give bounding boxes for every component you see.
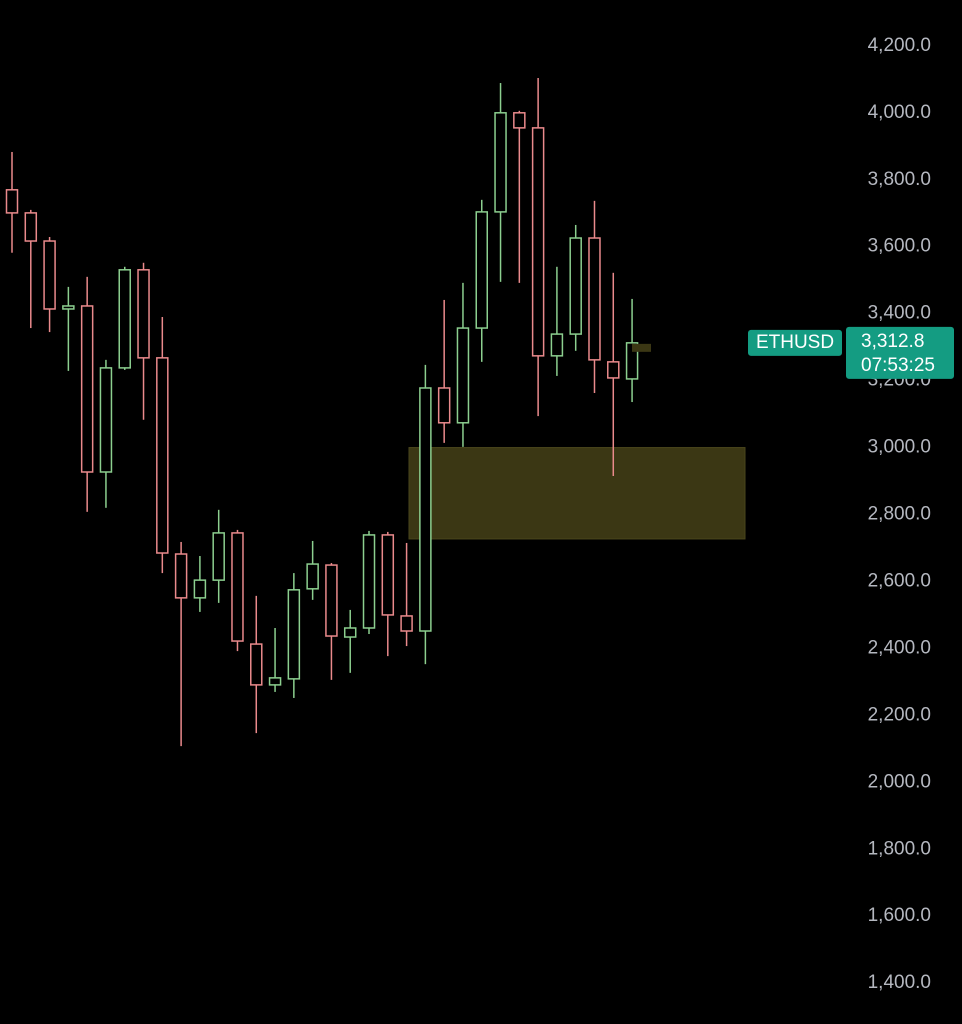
candle-body — [588, 237, 601, 361]
candle-body — [43, 240, 56, 310]
y-tick-label: 2,200.0 — [868, 704, 931, 725]
candle-body — [625, 342, 639, 380]
candle-body — [494, 112, 507, 213]
candle-body — [156, 357, 169, 554]
candle-body — [174, 553, 188, 599]
candle-body — [137, 269, 150, 359]
candle-body — [268, 677, 282, 686]
last-price: 3,312.8 — [861, 331, 924, 352]
y-tick-label: 1,800.0 — [868, 838, 931, 859]
candle-body — [550, 333, 564, 357]
y-tick-label: 2,600.0 — [868, 570, 931, 591]
zone — [408, 447, 746, 540]
y-tick-label: 3,000.0 — [868, 437, 931, 458]
candle-body — [419, 387, 432, 632]
candle-body — [5, 189, 19, 214]
candle-body — [513, 112, 526, 129]
candle-body — [325, 564, 338, 637]
y-tick-label: 3,400.0 — [868, 303, 931, 324]
price-box — [846, 326, 954, 379]
candle-body — [24, 212, 38, 242]
y-tick-label: 3,800.0 — [868, 169, 931, 190]
candle-body — [306, 563, 319, 590]
candle-body — [400, 615, 413, 632]
candle-body — [343, 627, 357, 638]
candle-body — [475, 211, 488, 329]
y-tick-label: 1,600.0 — [868, 905, 931, 926]
candle-body — [62, 305, 75, 310]
y-tick-label: 2,000.0 — [868, 771, 931, 792]
price-line-stub — [632, 343, 651, 352]
candle-body — [212, 532, 225, 581]
candle-body — [118, 269, 131, 369]
symbol-box — [748, 329, 842, 356]
candle-body — [231, 532, 244, 642]
candle-body — [80, 305, 94, 473]
candle-body — [437, 387, 451, 424]
y-tick-label: 2,400.0 — [868, 637, 931, 658]
y-tick-label: 3,600.0 — [868, 236, 931, 257]
candle-body — [531, 127, 545, 357]
countdown: 07:53:25 — [861, 355, 935, 376]
candle-body — [99, 367, 113, 473]
candle-body — [193, 579, 207, 599]
candle-body — [607, 361, 620, 379]
y-tick-label: 1,400.0 — [868, 972, 931, 993]
symbol-label: ETHUSD — [756, 332, 834, 353]
y-tick-label: 4,200.0 — [868, 35, 931, 56]
candle-body — [287, 589, 301, 680]
y-tick-label: 2,800.0 — [868, 504, 931, 525]
candle-body — [362, 534, 376, 629]
candle-body — [381, 534, 395, 616]
candle-body — [569, 237, 582, 335]
candle-body — [250, 643, 263, 686]
y-tick-label: 4,000.0 — [868, 102, 931, 123]
candle-body — [456, 327, 470, 424]
